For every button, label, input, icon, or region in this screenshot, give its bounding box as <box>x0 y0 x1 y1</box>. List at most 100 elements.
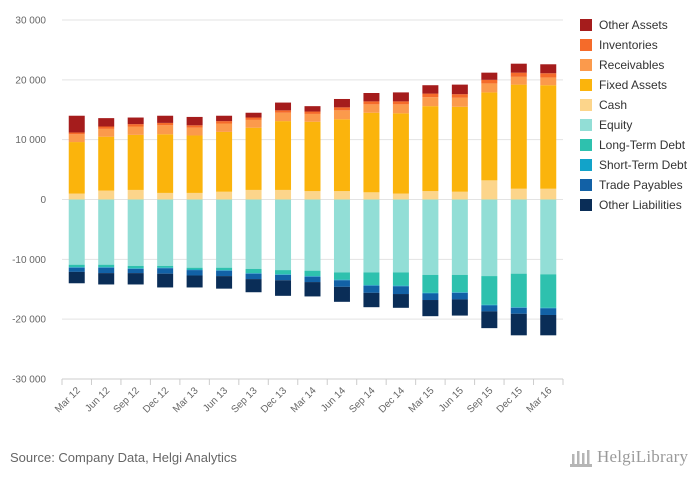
x-tick-label: Mar 15 <box>407 385 437 415</box>
bar-segment <box>451 106 468 192</box>
bar-segment <box>186 270 203 276</box>
x-tick-label: Dec 13 <box>259 385 289 415</box>
bar-segment <box>245 273 262 274</box>
legend-label: Fixed Assets <box>599 78 668 92</box>
bar-segment <box>363 199 380 273</box>
legend-item[interactable]: Trade Payables <box>580 175 687 195</box>
bar-segment <box>510 199 527 274</box>
bar-segment <box>510 76 527 85</box>
bar-segment <box>68 199 85 265</box>
bar-segment <box>363 93 380 102</box>
x-tick-label: Dec 12 <box>141 385 171 415</box>
x-tick-label: Jun 13 <box>201 385 230 414</box>
bar-segment <box>275 274 292 275</box>
bar-segment <box>157 115 174 123</box>
x-tick-label: Jun 14 <box>319 385 348 414</box>
bar-segment <box>186 135 203 193</box>
legend-item[interactable]: Receivables <box>580 55 687 75</box>
bar-segment <box>216 267 233 271</box>
legend-item[interactable]: Inventories <box>580 35 687 55</box>
bar-segment <box>186 192 203 200</box>
bar-segment <box>540 314 557 336</box>
bar-segment <box>540 308 557 315</box>
legend-label: Equity <box>599 118 633 132</box>
legend-item[interactable]: Long-Term Debt <box>580 135 687 155</box>
bar-segment <box>481 83 498 93</box>
bar-segment <box>245 199 262 269</box>
bar-segment <box>481 304 498 306</box>
legend-label: Receivables <box>599 58 665 72</box>
legend-item[interactable]: Other Assets <box>580 15 687 35</box>
bar-segment <box>304 121 321 192</box>
bar-segment <box>304 113 321 122</box>
legend-swatch <box>580 159 592 171</box>
bar-segment <box>245 273 262 280</box>
bar-segment <box>392 285 409 287</box>
y-tick-label: -20 000 <box>12 315 46 326</box>
bar-segment <box>127 265 144 269</box>
source-note: Source: Company Data, Helgi Analytics <box>10 450 237 465</box>
bars <box>68 63 557 336</box>
bar-segment <box>422 199 439 275</box>
bar-segment <box>540 307 557 309</box>
legend-item[interactable]: Equity <box>580 115 687 135</box>
bar-segment <box>245 189 262 200</box>
bar-segment <box>451 199 468 275</box>
bar-segment <box>363 285 380 286</box>
bar-segment <box>481 199 498 277</box>
bar-segment <box>333 107 350 111</box>
bar-segment <box>422 293 439 301</box>
bar-segment <box>333 119 350 192</box>
bar-segment <box>333 280 350 287</box>
bar-segment <box>186 269 203 271</box>
bar-segment <box>451 292 468 300</box>
library-columns-icon <box>570 450 592 467</box>
legend-item[interactable]: Cash <box>580 95 687 115</box>
bar-segment <box>245 127 262 190</box>
bar-segment <box>68 267 85 268</box>
bar-segment <box>304 111 321 114</box>
legend-swatch <box>580 59 592 71</box>
legend-swatch <box>580 39 592 51</box>
x-tick-label: Sep 13 <box>229 385 259 415</box>
bar-segment <box>540 64 557 74</box>
bar-segment <box>98 128 115 137</box>
legend-item[interactable]: Other Liabilities <box>580 195 687 215</box>
bar-segment <box>510 313 527 336</box>
bar-segment <box>127 268 144 269</box>
bar-segment <box>127 134 144 190</box>
bar-segment <box>127 124 144 127</box>
bar-segment <box>481 180 498 200</box>
bar-segment <box>540 77 557 86</box>
legend-swatch <box>580 139 592 151</box>
bar-segment <box>157 134 174 193</box>
bar-segment <box>98 136 115 191</box>
bar-segment <box>275 112 292 122</box>
bar-segment <box>304 282 321 297</box>
x-tick-label: Mar 13 <box>171 385 201 415</box>
bar-segment <box>363 104 380 113</box>
x-tick-label: Sep 12 <box>112 385 142 415</box>
bar-segment <box>98 267 115 268</box>
bar-segment <box>392 113 409 194</box>
bar-segment <box>392 272 409 286</box>
x-tick-label: Sep 14 <box>347 385 377 415</box>
bar-segment <box>392 92 409 102</box>
bar-segment <box>245 268 262 274</box>
bar-segment <box>422 292 439 294</box>
bar-segment <box>216 121 233 124</box>
bar-segment <box>510 307 527 308</box>
bar-segment <box>422 93 439 98</box>
bar-segment <box>275 110 292 113</box>
bar-segment <box>392 193 409 200</box>
bar-segment <box>127 117 144 125</box>
bar-segment <box>392 104 409 114</box>
legend-item[interactable]: Fixed Assets <box>580 75 687 95</box>
bar-segment <box>127 273 144 285</box>
bar-segment <box>451 97 468 107</box>
bar-segment <box>98 126 115 129</box>
legend-item[interactable]: Short-Term Debt <box>580 155 687 175</box>
bar-segment <box>127 126 144 135</box>
legend-swatch <box>580 79 592 91</box>
